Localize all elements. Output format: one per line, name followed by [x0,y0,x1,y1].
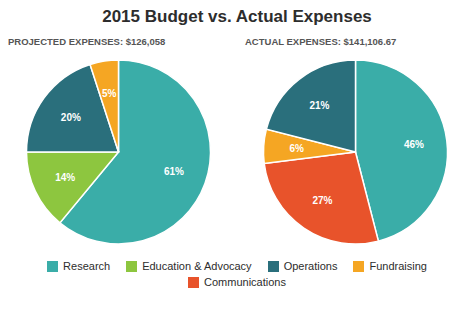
html-text:Education & Advocacy: Education & Advocacy [142,260,252,272]
svg-text:21%: 21% [309,100,329,111]
html-text:PROJECTED EXPENSES: $126,058: PROJECTED EXPENSES: $126,058 [8,36,166,47]
svg-text:46%: 46% [404,139,424,150]
html-text:ACTUAL EXPENSES: $141,106.67: ACTUAL EXPENSES: $141,106.67 [245,36,397,47]
svg-text:14%: 14% [55,172,75,183]
html-text:2015 Budget vs. Actual Expense: 2015 Budget vs. Actual Expenses [102,7,372,26]
html-text:Operations: Operations [283,260,338,272]
svg-text:61%: 61% [164,166,184,177]
svg-text:27%: 27% [312,195,332,206]
svg-text:6%: 6% [290,143,305,154]
html-text:Communications: Communications [204,276,286,288]
svg-text:20%: 20% [61,112,81,123]
html-text:Fundraising: Fundraising [369,260,427,272]
html-text:Research: Research [63,260,111,272]
svg-text:5%: 5% [102,88,117,99]
